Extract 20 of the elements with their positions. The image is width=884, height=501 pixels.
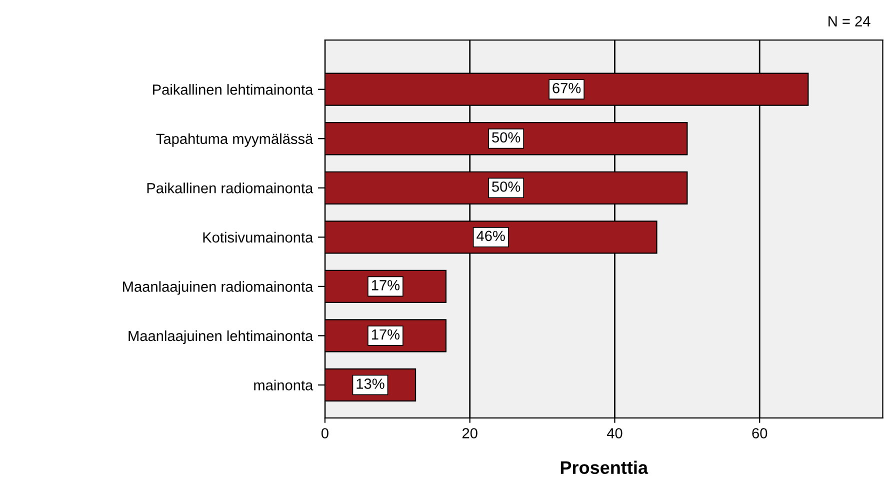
x-axis-title: Prosenttia [560, 460, 648, 474]
y-tick-label: Kotisivumainonta [203, 232, 314, 243]
y-tick-label: Paikallinen radiomainonta [147, 182, 314, 194]
x-tick-label: 20 [462, 428, 478, 438]
data-label: 67% [552, 82, 581, 94]
y-tick-label: Maanlaajuinen lehtimainonta [128, 330, 314, 344]
x-tick-label: 60 [752, 428, 768, 438]
y-tick-label: Tapahtuma myymälässä [156, 133, 314, 147]
data-label: 46% [476, 230, 505, 242]
y-tick-label: Paikallinen lehtimainonta [153, 84, 314, 95]
data-label: 50% [492, 132, 520, 143]
y-tick-label: mainonta [254, 380, 314, 390]
data-label: 13% [356, 378, 384, 389]
data-label: 17% [372, 280, 400, 290]
data-label: 50% [492, 181, 520, 192]
y-tick-label: Maanlaajuinen radiomainonta [123, 281, 314, 295]
data-label: 17% [372, 329, 400, 340]
x-tick-label: 0 [321, 428, 328, 438]
text: N = 24 [828, 16, 870, 26]
x-tick-label: 40 [606, 428, 622, 438]
